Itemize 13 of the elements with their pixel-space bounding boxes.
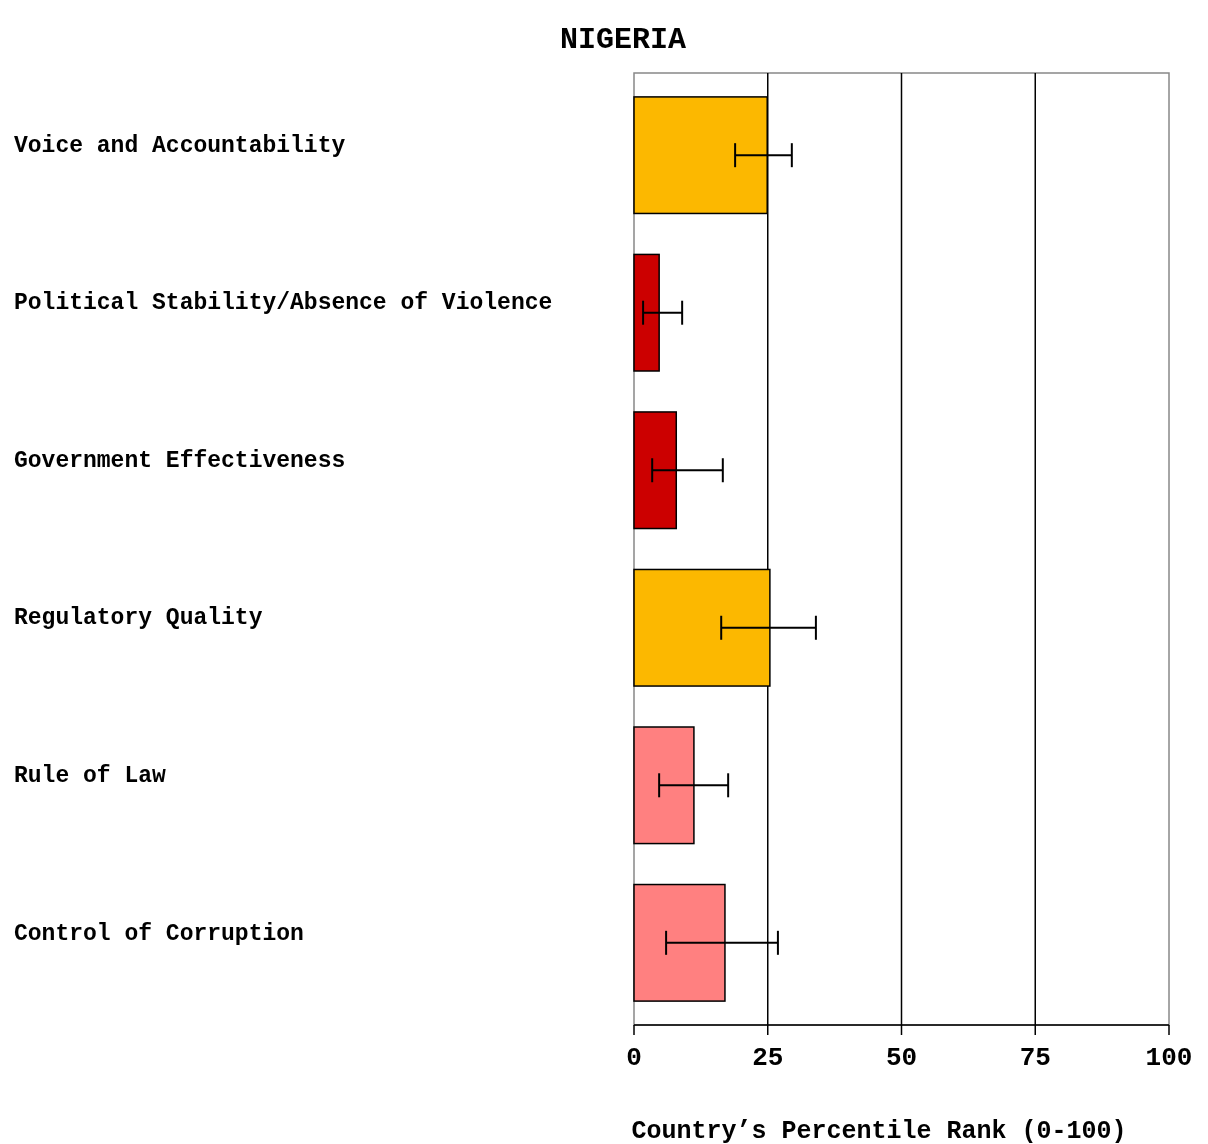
chart-title: NIGERIA xyxy=(559,23,687,57)
x-tick-label: 25 xyxy=(752,1043,784,1073)
x-tick-label: 75 xyxy=(1019,1043,1051,1073)
y-tick-label: Government Effectiveness xyxy=(14,447,346,474)
x-axis-title: Country’s Percentile Rank (0-100) xyxy=(631,1117,1127,1144)
y-tick-label: Regulatory Quality xyxy=(14,605,263,632)
x-tick-label: 50 xyxy=(885,1043,918,1073)
y-tick-label: Political Stability/Absence of Violence xyxy=(14,290,553,317)
x-tick-label: 100 xyxy=(1145,1043,1193,1073)
y-tick-label: Voice and Accountability xyxy=(14,132,346,159)
x-tick-label: 0 xyxy=(626,1043,642,1073)
y-tick-label: Control of Corruption xyxy=(14,920,304,947)
y-tick-label: Rule of Law xyxy=(14,763,167,789)
